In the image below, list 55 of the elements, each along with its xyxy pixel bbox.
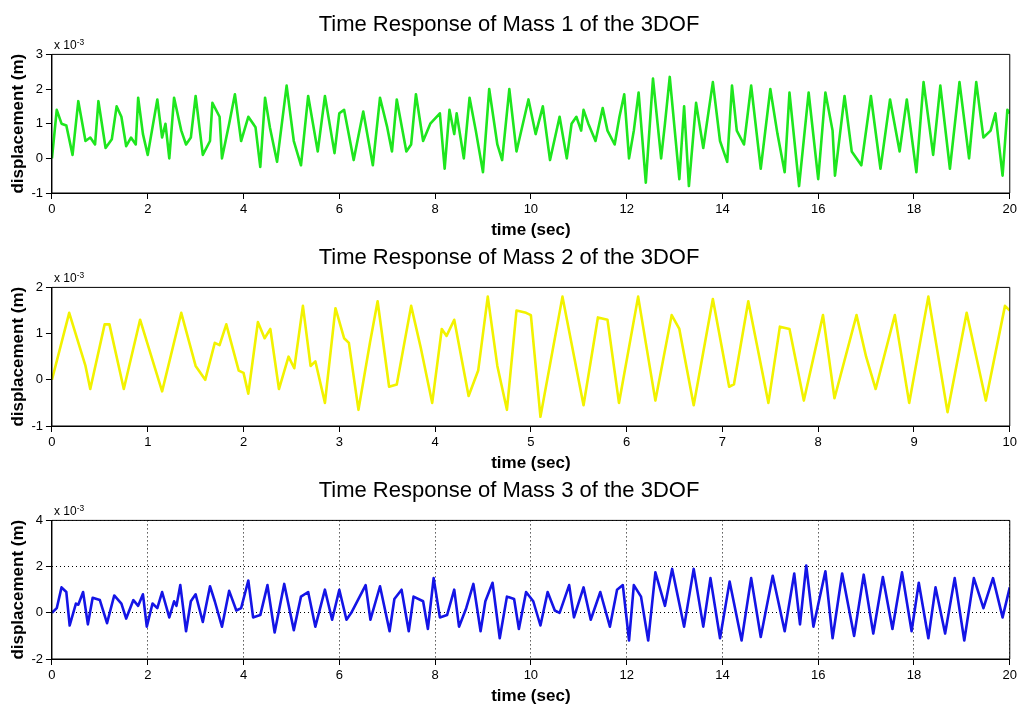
x-tick-label: 1 [144,434,152,450]
x-tick-label: 12 [619,667,634,683]
x-tick-label: 6 [623,434,631,450]
y-axis-title: displacement (m) [7,286,27,427]
x-tick-label: 7 [718,434,727,450]
x-axis-title: time (sec) [491,453,571,473]
x-tick-label: 0 [48,201,56,217]
y-tick-label: -2 [31,650,43,666]
x-tick-label: 4 [431,434,439,450]
x-tick-label: 12 [619,201,634,217]
y-tick-label: 3 [35,45,43,61]
x-tick-label: 10 [523,201,539,217]
y-axis-title: displacement (m) [7,53,27,194]
x-tick-label: 9 [910,434,918,450]
y-tick-label: 2 [35,278,43,294]
y-tick-label: 2 [35,80,43,96]
x-tick-label: 16 [810,201,826,217]
y-tick-label: 1 [35,115,43,131]
x-tick-label: 0 [48,434,56,450]
chart-title: Time Response of Mass 1 of the 3DOF [318,11,700,37]
x-tick-label: 20 [1002,667,1017,683]
x-tick-label: 6 [335,201,343,217]
x-tick-label: 14 [715,201,730,217]
y-tick-label: 0 [35,371,43,387]
y-axis-title: displacement (m) [7,519,27,660]
x-tick-label: 2 [239,434,248,450]
x-tick-label: 18 [906,667,922,683]
x-tick-label: 8 [431,667,439,683]
y-tick-label: 0 [35,149,43,165]
x-tick-label: 3 [335,434,343,450]
x-tick-label: 4 [239,667,248,683]
y-tick-label: 0 [35,604,43,620]
x-tick-label: 14 [715,667,730,683]
x-tick-label: 5 [527,434,535,450]
chart-title: Time Response of Mass 3 of the 3DOF [318,477,700,503]
x-tick-label: 2 [144,667,152,683]
x-tick-label: 4 [239,201,248,217]
x-tick-label: 20 [1002,201,1017,217]
x-tick-label: 10 [1002,434,1017,450]
x-tick-label: 16 [810,667,826,683]
x-tick-label: 8 [814,434,822,450]
x-tick-label: 2 [144,201,152,217]
y-tick-label: 1 [35,325,43,341]
y-tick-label: 2 [35,558,43,574]
x-tick-label: 10 [523,667,539,683]
x-tick-label: 0 [48,667,56,683]
x-tick-label: 18 [906,201,922,217]
y-tick-label: -1 [31,417,43,433]
y-tick-label: -1 [31,184,43,200]
x-axis-title: time (sec) [491,220,571,240]
chart-title: Time Response of Mass 2 of the 3DOF [318,244,700,270]
x-tick-label: 6 [335,667,343,683]
x-tick-label: 8 [431,201,439,217]
x-axis-title: time (sec) [491,686,571,706]
y-tick-label: 4 [35,511,43,527]
